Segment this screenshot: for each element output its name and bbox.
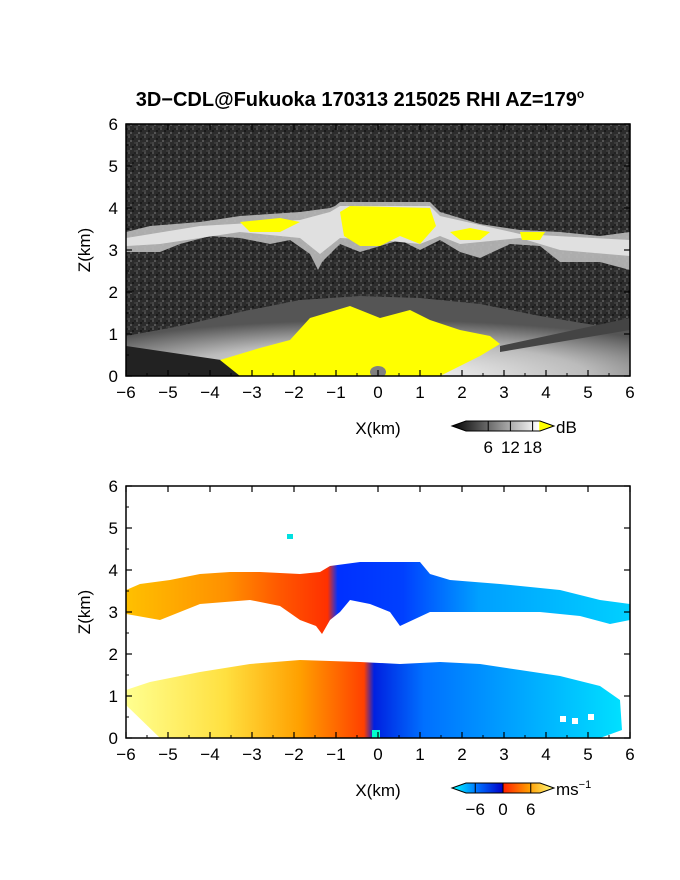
x-tick-label: 5 bbox=[583, 745, 592, 764]
velocity-panel: −6 −5 −4 −3 −2 −1 0 1 2 3 4 5 6 0 1 2 3 4 5 6 X(km) Z(km) bbox=[75, 477, 635, 800]
x-axis-label: X(km) bbox=[355, 781, 400, 800]
y-tick-label: 5 bbox=[109, 157, 118, 176]
x-tick-label: 1 bbox=[415, 745, 424, 764]
velocity-colorbar-unit: ms−1 bbox=[556, 779, 591, 799]
y-tick-label: 1 bbox=[109, 325, 118, 344]
colorbar-tick-label: 0 bbox=[498, 800, 507, 819]
x-tick-label: 4 bbox=[541, 745, 550, 764]
x-tick-label: −2 bbox=[284, 745, 303, 764]
y-tick-label: 2 bbox=[109, 283, 118, 302]
x-tick-label: 1 bbox=[415, 383, 424, 402]
x-tick-label: −3 bbox=[242, 745, 261, 764]
y-tick-label: 2 bbox=[109, 645, 118, 664]
x-tick-label: −4 bbox=[200, 745, 219, 764]
x-tick-label: −3 bbox=[242, 383, 261, 402]
x-tick-label: −4 bbox=[200, 383, 219, 402]
chart-title: 3D−CDL@Fukuoka 170313 215025 RHI AZ=179o bbox=[136, 87, 585, 111]
x-tick-label: −6 bbox=[116, 745, 135, 764]
colorbar-tick-label: 6 bbox=[526, 800, 535, 819]
x-tick-label: 3 bbox=[499, 383, 508, 402]
y-tick-label: 3 bbox=[109, 241, 118, 260]
y-axis-label: Z(km) bbox=[75, 228, 94, 272]
colorbar-tick-label: −6 bbox=[466, 800, 485, 819]
x-tick-label: 0 bbox=[373, 383, 382, 402]
x-tick-label: 4 bbox=[541, 383, 550, 402]
x-tick-label: 3 bbox=[499, 745, 508, 764]
reflectivity-colorbar: dB 6 12 18 bbox=[450, 418, 577, 457]
colorbar-tick-label: 12 bbox=[501, 438, 520, 457]
velocity-colorbar: ms−1 −6 0 6 bbox=[450, 779, 591, 819]
x-tick-label: −5 bbox=[158, 745, 177, 764]
y-tick-label: 5 bbox=[109, 519, 118, 538]
x-tick-label: 6 bbox=[625, 745, 634, 764]
y-tick-label: 6 bbox=[109, 115, 118, 134]
y-tick-label: 4 bbox=[109, 561, 118, 580]
x-axis-label: X(km) bbox=[355, 419, 400, 438]
y-tick-label: 3 bbox=[109, 603, 118, 622]
velocity-image bbox=[126, 486, 630, 738]
y-tick-label: 4 bbox=[109, 199, 118, 218]
x-tick-label: 5 bbox=[583, 383, 592, 402]
colorbar-tick-label: 6 bbox=[483, 438, 492, 457]
x-tick-label: 2 bbox=[457, 745, 466, 764]
x-tick-label: −5 bbox=[158, 383, 177, 402]
y-tick-label: 1 bbox=[109, 687, 118, 706]
x-tick-label: −1 bbox=[326, 745, 345, 764]
y-tick-label: 0 bbox=[109, 729, 118, 748]
y-tick-label: 6 bbox=[109, 477, 118, 496]
x-tick-label: 0 bbox=[373, 745, 382, 764]
reflectivity-colorbar-unit: dB bbox=[556, 418, 577, 437]
x-tick-label: 2 bbox=[457, 383, 466, 402]
reflectivity-image bbox=[126, 124, 630, 376]
x-tick-label: −6 bbox=[116, 383, 135, 402]
reflectivity-panel: −6 −5 −4 −3 −2 −1 0 1 2 3 4 5 6 0 1 2 3 4 5 6 X(km) Z(km) bbox=[75, 115, 635, 438]
colorbar-tick-label: 18 bbox=[523, 438, 542, 457]
x-tick-label: −1 bbox=[326, 383, 345, 402]
x-tick-label: 6 bbox=[625, 383, 634, 402]
y-axis-label: Z(km) bbox=[75, 590, 94, 634]
x-tick-label: −2 bbox=[284, 383, 303, 402]
y-tick-label: 0 bbox=[109, 367, 118, 386]
